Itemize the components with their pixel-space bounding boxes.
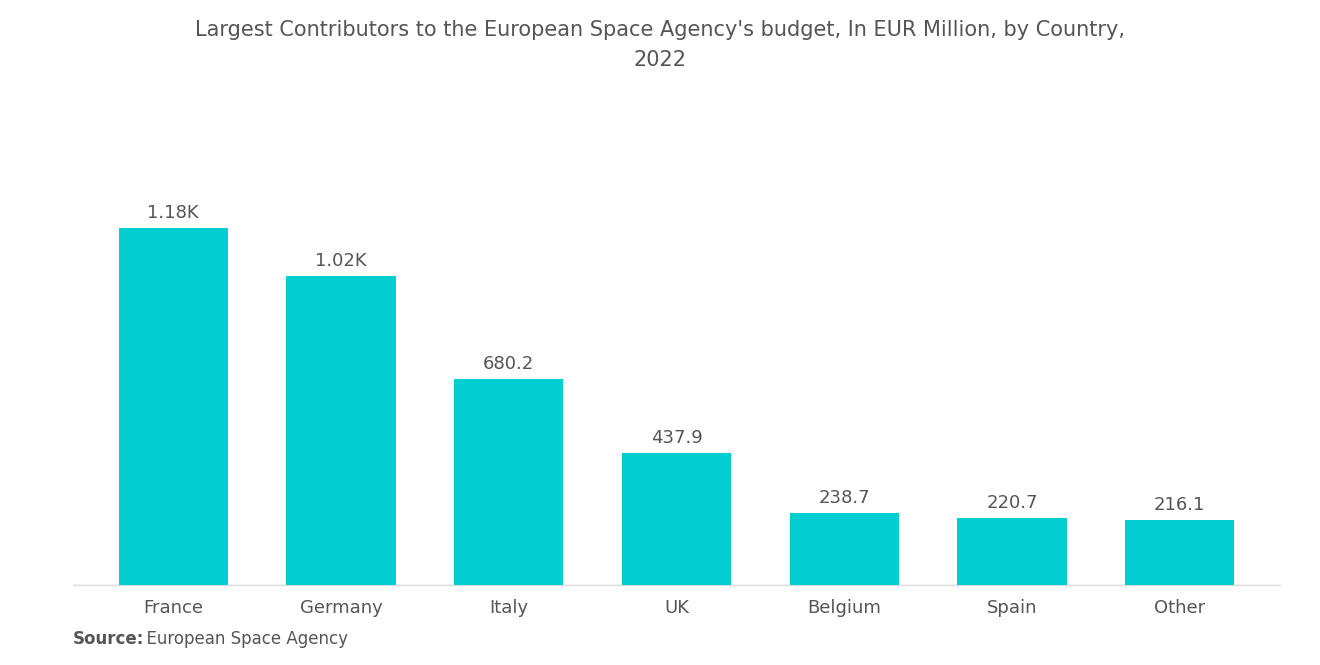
Text: European Space Agency: European Space Agency xyxy=(136,630,348,648)
Bar xyxy=(957,519,1067,585)
Bar xyxy=(622,453,731,585)
Text: 1.18K: 1.18K xyxy=(148,204,199,222)
Text: Source:: Source: xyxy=(73,630,144,648)
Bar xyxy=(454,379,564,585)
Bar xyxy=(1125,520,1234,585)
Bar xyxy=(119,228,228,585)
Text: 238.7: 238.7 xyxy=(818,489,870,507)
Text: 216.1: 216.1 xyxy=(1154,495,1205,514)
Text: 680.2: 680.2 xyxy=(483,355,535,373)
Bar xyxy=(789,513,899,585)
Text: 220.7: 220.7 xyxy=(986,494,1038,512)
Bar xyxy=(286,277,396,585)
Text: 437.9: 437.9 xyxy=(651,429,702,447)
Text: 1.02K: 1.02K xyxy=(315,253,367,271)
Text: Largest Contributors to the European Space Agency's budget, In EUR Million, by C: Largest Contributors to the European Spa… xyxy=(195,20,1125,70)
